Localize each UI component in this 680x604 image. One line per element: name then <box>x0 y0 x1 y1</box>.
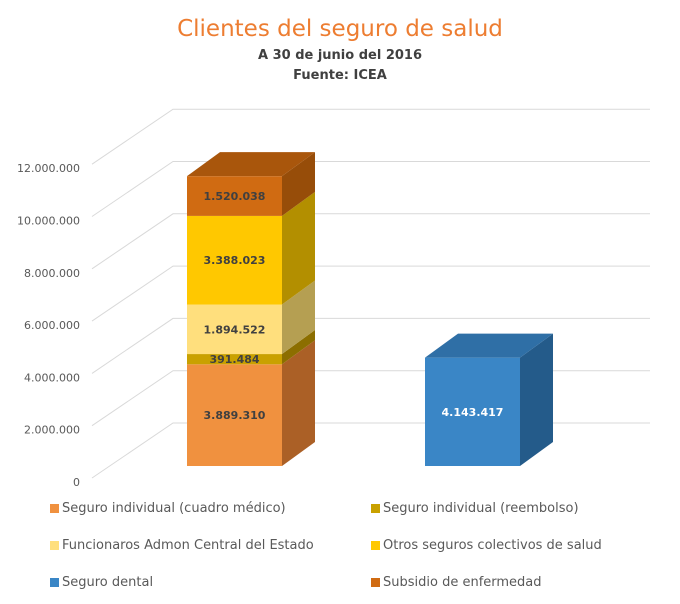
bar-segment-front <box>187 176 282 216</box>
gridline <box>91 317 650 374</box>
bar-segment-side <box>282 330 315 365</box>
chart-subtitle: A 30 de junio del 2016 <box>257 48 423 63</box>
bar-segment-front <box>187 354 282 365</box>
bar-segment-side <box>282 191 315 305</box>
gridline <box>91 213 650 270</box>
y-tick-label: 10.000.000 <box>17 215 80 228</box>
bar-segment-side <box>282 340 315 466</box>
y-tick-label: 12.000.000 <box>17 162 80 175</box>
y-tick-label: 4.000.000 <box>24 371 80 384</box>
gridline <box>91 422 650 479</box>
legend-item: Subsidio de enfermedad <box>371 575 542 590</box>
legend-label: Otros seguros colectivos de salud <box>383 538 602 553</box>
bar-segment-top <box>425 333 553 358</box>
legend-label: Subsidio de enfermedad <box>383 575 542 590</box>
data-label: 3.889.310 <box>204 409 266 422</box>
bar-segment-top <box>187 152 315 177</box>
legend-item: Seguro individual (reembolso) <box>371 501 579 516</box>
legend-swatch <box>50 504 59 513</box>
gridline <box>91 108 650 165</box>
legend-item: Seguro individual (cuadro médico) <box>50 501 286 516</box>
legend-label: Seguro individual (cuadro médico) <box>62 501 286 516</box>
y-tick-label: 8.000.000 <box>24 267 80 280</box>
bar-segment-side <box>520 333 553 466</box>
legend-swatch <box>371 541 380 550</box>
y-tick-label: 0 <box>73 476 80 489</box>
gridline <box>91 370 650 427</box>
chart-source: Fuente: ICEA <box>293 68 387 83</box>
data-label: 3.388.023 <box>204 254 266 267</box>
gridline <box>91 161 650 217</box>
legend-swatch <box>50 578 59 587</box>
bar-segment-side <box>282 152 315 216</box>
bar-segment-front <box>187 364 282 466</box>
legend-item: Otros seguros colectivos de salud <box>371 538 602 553</box>
bar-segment-side <box>282 280 315 355</box>
data-label: 391.484 <box>209 353 259 366</box>
data-label: 1.894.522 <box>204 323 266 336</box>
bar-segment-front <box>187 215 282 305</box>
bar-segment-front <box>425 357 520 466</box>
data-label: 4.143.417 <box>442 406 504 419</box>
chart-title: Clientes del seguro de salud <box>177 16 503 42</box>
legend-item: Funcionaros Admon Central del Estado <box>50 538 314 553</box>
y-tick-label: 6.000.000 <box>24 319 80 332</box>
gridline <box>91 265 650 322</box>
legend-label: Seguro individual (reembolso) <box>383 501 579 516</box>
y-tick-label: 2.000.000 <box>24 424 80 437</box>
bar-segment-front <box>187 304 282 355</box>
legend-item: Seguro dental <box>50 575 153 590</box>
legend-swatch <box>50 541 59 550</box>
legend-label: Seguro dental <box>62 575 154 590</box>
legend-swatch <box>371 504 380 513</box>
data-label: 1.520.038 <box>204 190 266 203</box>
legend-swatch <box>371 578 380 587</box>
legend-label: Funcionaros Admon Central del Estado <box>62 538 314 553</box>
